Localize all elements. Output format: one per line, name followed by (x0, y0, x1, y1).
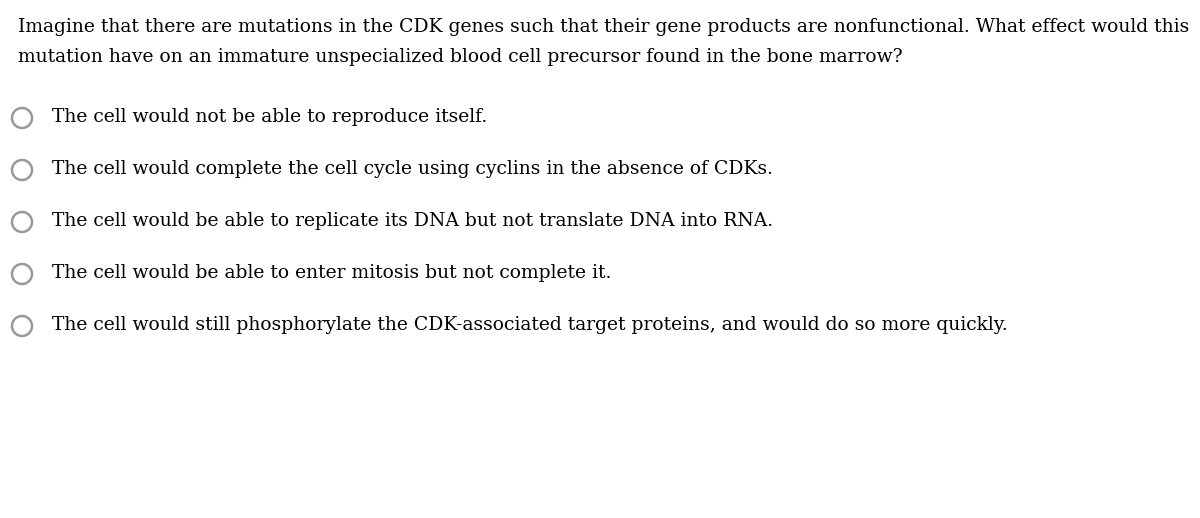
Text: The cell would not be able to reproduce itself.: The cell would not be able to reproduce … (52, 108, 487, 126)
Text: Imagine that there are mutations in the CDK genes such that their gene products : Imagine that there are mutations in the … (18, 18, 1189, 36)
Text: The cell would be able to enter mitosis but not complete it.: The cell would be able to enter mitosis … (52, 264, 611, 282)
Text: The cell would still phosphorylate the CDK-associated target proteins, and would: The cell would still phosphorylate the C… (52, 316, 1008, 334)
Text: The cell would complete the cell cycle using cyclins in the absence of CDKs.: The cell would complete the cell cycle u… (52, 160, 773, 178)
Text: mutation have on an immature unspecialized blood cell precursor found in the bon: mutation have on an immature unspecializ… (18, 48, 902, 66)
Text: The cell would be able to replicate its DNA but not translate DNA into RNA.: The cell would be able to replicate its … (52, 212, 773, 230)
